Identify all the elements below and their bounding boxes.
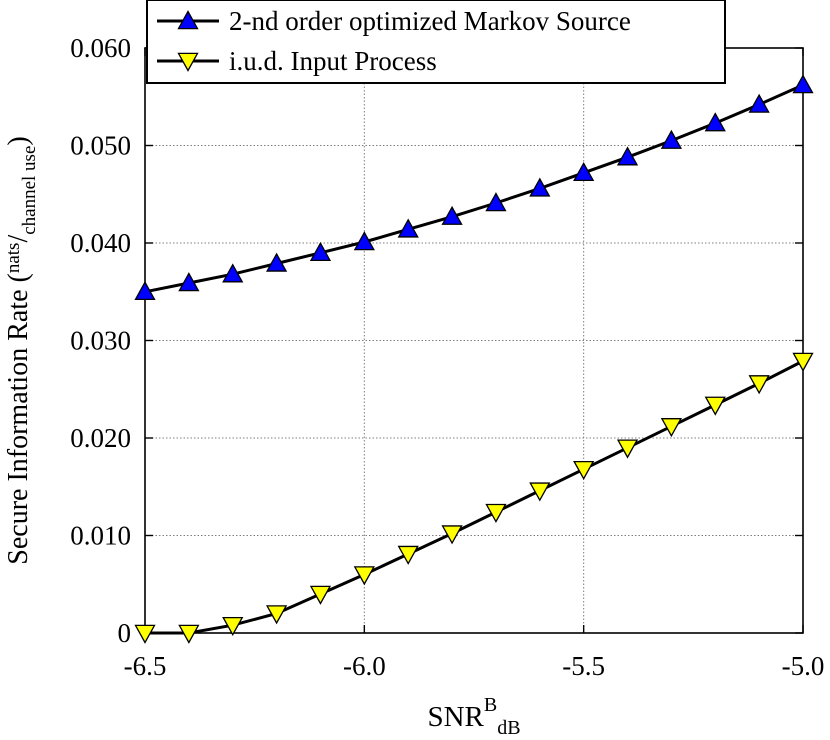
- legend-box: [146, 0, 726, 84]
- x-tick-label: -5.0: [782, 651, 825, 681]
- legend-marker: [177, 52, 199, 72]
- y-tick-label: 0.060: [70, 33, 131, 63]
- data-point-marker: [178, 624, 200, 644]
- y-tick-label: 0.010: [70, 521, 131, 551]
- y-tick-label: 0.050: [70, 131, 131, 161]
- data-point-marker: [704, 112, 726, 132]
- y-axis-title-unit-denominator: channel use: [19, 146, 40, 235]
- data-point-marker: [616, 146, 639, 166]
- legend-marker: [177, 10, 199, 30]
- data-point-marker: [704, 396, 726, 416]
- y-axis-title-close: ): [3, 136, 34, 145]
- data-point-marker: [178, 272, 200, 292]
- data-point-marker: [660, 418, 683, 438]
- legend: 2-nd order optimized Markov Source i.u.d.…: [146, 0, 726, 84]
- x-axis-title-main: SNR: [427, 701, 484, 733]
- legend-entry-label: 2-nd order optimized Markov Source: [229, 6, 631, 36]
- data-point-marker: [309, 241, 332, 262]
- x-axis-title: SNRBdB: [427, 694, 520, 739]
- legend-entry-label: i.u.d. Input Process: [229, 46, 437, 76]
- data-point-marker: [748, 93, 770, 113]
- data-point-marker: [134, 624, 156, 644]
- x-axis-title-subscript: dB: [497, 717, 520, 739]
- data-point-marker: [573, 460, 595, 481]
- y-axis-title-unit-numerator: nats: [3, 243, 24, 274]
- data-point-marker: [134, 280, 156, 301]
- series-2: [134, 352, 814, 644]
- data-point-marker: [265, 605, 288, 625]
- data-point-marker: [485, 192, 507, 212]
- data-series: [134, 74, 814, 644]
- x-tick-label: -5.5: [562, 651, 605, 681]
- data-point-marker: [660, 129, 683, 149]
- y-axis-title: Secure Information Rate (nats/channel us…: [3, 136, 40, 564]
- data-point-marker: [265, 252, 288, 272]
- y-tick-label: 0.020: [70, 423, 131, 453]
- axis-ticks: -6.5 -6.0 -5.5 -5.0 0 0.010 0.020 0.030 0.040 0.0…: [70, 33, 824, 681]
- grid-lines: [145, 48, 803, 633]
- data-point-marker: [573, 161, 595, 182]
- data-point-marker: [397, 218, 419, 238]
- data-point-marker: [792, 352, 814, 372]
- data-point-marker: [748, 375, 770, 395]
- series-line: [145, 359, 804, 635]
- data-point-marker: [792, 74, 814, 94]
- data-point-marker: [353, 566, 375, 586]
- data-point-marker: [441, 525, 463, 545]
- y-axis-title-unit-slash: /: [3, 235, 34, 243]
- data-point-marker: [529, 177, 551, 197]
- x-axis-title-superscript: B: [484, 694, 497, 716]
- x-tick-label: -6.5: [124, 651, 167, 681]
- y-tick-label: 0: [118, 618, 132, 648]
- data-point-marker: [222, 616, 244, 637]
- data-point-marker: [222, 263, 244, 283]
- y-tick-label: 0.030: [70, 326, 131, 356]
- series-line: [144, 83, 804, 294]
- data-point-marker: [485, 503, 507, 523]
- data-point-marker: [441, 205, 463, 225]
- data-point-marker: [397, 545, 419, 565]
- y-axis-title-main: Secure Information Rate (: [3, 273, 34, 565]
- series-1: [134, 74, 814, 301]
- data-point-marker: [353, 231, 375, 251]
- y-tick-label: 0.040: [70, 228, 131, 258]
- data-point-marker: [309, 585, 332, 605]
- data-point-marker: [529, 482, 551, 502]
- data-point-marker: [616, 439, 639, 459]
- x-tick-label: -6.0: [343, 651, 386, 681]
